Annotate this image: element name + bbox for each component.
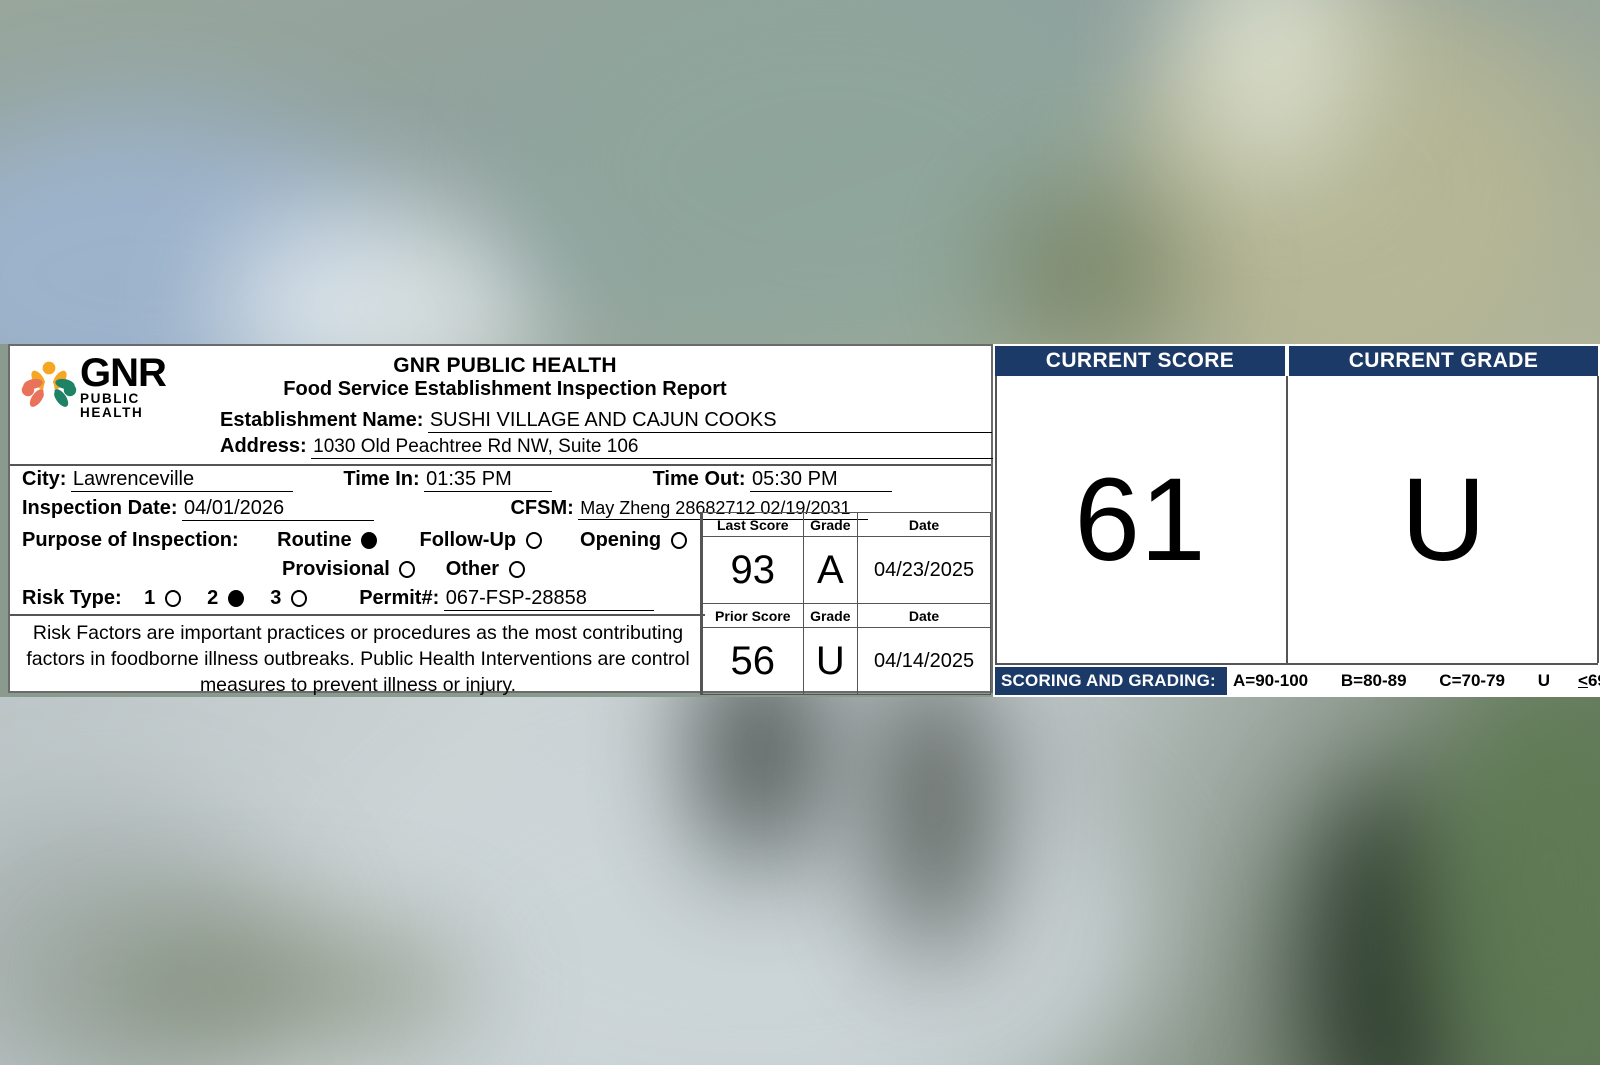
background-photo-bottom: [0, 697, 1600, 1065]
current-score-header: CURRENT SCORE: [995, 346, 1285, 376]
city-label: City:: [22, 468, 67, 490]
bg-blob-green-right: [1420, 697, 1600, 1065]
grading-scale-u-symbol: <: [1578, 671, 1588, 690]
risk-type-option-1-label: 1: [144, 587, 156, 609]
purpose-option-provisional-radio[interactable]: [399, 561, 416, 578]
cfsm-label: CFSM:: [510, 497, 574, 519]
last-date-header: Date: [857, 511, 991, 538]
purpose-option-follow-up-label: Follow-Up: [419, 529, 517, 551]
purpose-option-follow-up-radio[interactable]: [525, 532, 542, 549]
grading-scale-u-value: 69: [1587, 671, 1600, 690]
risk-type-option-2-radio[interactable]: [227, 590, 244, 607]
last-grade-value: A: [802, 536, 859, 604]
divider-address: [10, 464, 991, 466]
inspection-document: GNR PUBLIC HEALTH GNR PUBLIC HEALTH Food…: [0, 344, 1600, 697]
agency-title: GNR PUBLIC HEALTH: [393, 354, 617, 377]
purpose-option-routine-label: Routine: [277, 529, 352, 551]
grading-scale-list: A=90-100 B=80-89 C=70-79 U <69: [1233, 667, 1600, 695]
last-score-header: Last Score: [702, 511, 804, 538]
inspection-date-label: Inspection Date:: [22, 497, 178, 519]
table-row-header-prior: Prior Score Grade Date: [702, 602, 991, 629]
time-in-label: Time In:: [343, 468, 420, 490]
grading-scale-b: B=80-89: [1340, 671, 1407, 690]
purpose-option-other-label: Other: [445, 558, 500, 580]
risk-factors-note: Risk Factors are important practices or …: [26, 622, 690, 696]
gnr-logo-name: GNR: [80, 351, 167, 395]
last-date-value: 04/23/2025: [857, 536, 991, 604]
score-panel-border-left: [995, 376, 997, 663]
grading-scale-u-prefix: U: [1537, 671, 1550, 690]
risk-type-option-3-radio[interactable]: [290, 590, 307, 607]
purpose-option-provisional-label: Provisional: [282, 558, 390, 580]
bg-blob-olive-strip: [60, 927, 480, 1047]
risk-type-label: Risk Type:: [22, 587, 122, 609]
last-grade-header: Grade: [802, 511, 859, 538]
last-score-value: 93: [702, 536, 804, 604]
time-out-value[interactable]: 05:30 PM: [750, 468, 892, 492]
risk-type-option-2-label: 2: [207, 587, 219, 609]
report-title: Food Service Establishment Inspection Re…: [283, 377, 727, 400]
city-value[interactable]: Lawrenceville: [70, 468, 293, 492]
gnr-logo-tagline: PUBLIC HEALTH: [80, 391, 144, 420]
address-label: Address:: [220, 435, 307, 457]
bg-blob-dark-figure: [880, 697, 990, 957]
establishment-name-value[interactable]: SUSHI VILLAGE AND CAJUN COOKS: [427, 409, 992, 433]
establishment-name-label: Establishment Name:: [220, 409, 424, 431]
gnr-logo-text: GNR PUBLIC HEALTH: [80, 351, 202, 420]
prior-grade-value: U: [802, 627, 859, 695]
risk-type-option-3-label: 3: [270, 587, 282, 609]
prior-grade-header: Grade: [802, 602, 859, 629]
purpose-option-other-radio[interactable]: [508, 561, 525, 578]
score-history-table: Last Score Grade Date 93 A 04/23/2025 Pr…: [700, 511, 991, 695]
address-value[interactable]: 1030 Old Peachtree Rd NW, Suite 106: [311, 436, 1001, 459]
prior-score-header: Prior Score: [702, 602, 804, 629]
gnr-logo: GNR PUBLIC HEALTH: [20, 351, 202, 420]
prior-date-value: 04/14/2025: [857, 627, 991, 695]
time-out-label: Time Out:: [652, 468, 746, 490]
current-grade-value: U: [1289, 376, 1598, 663]
score-panel-border-middle: [1286, 376, 1288, 663]
inspection-date-value[interactable]: 04/01/2026: [182, 497, 375, 521]
divider-risk-note: [10, 614, 705, 616]
inspection-form-panel: GNR PUBLIC HEALTH GNR PUBLIC HEALTH Food…: [8, 344, 1001, 696]
prior-score-value: 56: [702, 627, 804, 695]
current-score-panel: CURRENT SCORE CURRENT GRADE 61 U SCORING…: [993, 344, 1600, 697]
purpose-option-opening-label: Opening: [580, 529, 662, 551]
purpose-label: Purpose of Inspection:: [22, 529, 239, 551]
grading-scale-c: C=70-79: [1439, 671, 1505, 690]
scoring-and-grading-label: SCORING AND GRADING:: [995, 667, 1227, 695]
gnr-pinwheel-icon: [20, 360, 78, 416]
purpose-option-routine-radio[interactable]: [361, 532, 378, 549]
table-row-last-score: 93 A 04/23/2025: [702, 536, 991, 604]
purpose-option-opening-radio[interactable]: [670, 532, 687, 549]
time-in-value[interactable]: 01:35 PM: [424, 468, 553, 492]
permit-value[interactable]: 067-FSP-28858: [443, 587, 654, 611]
score-panel-border-right: [1597, 376, 1599, 663]
background-photo-top: [0, 0, 1600, 344]
risk-type-option-1-radio[interactable]: [164, 590, 181, 607]
prior-date-header: Date: [857, 602, 991, 629]
score-panel-border-bottom: [995, 663, 1598, 665]
table-row-header-last: Last Score Grade Date: [702, 511, 991, 538]
current-grade-header: CURRENT GRADE: [1289, 346, 1598, 376]
bg-blob-dark-right: [990, 180, 1190, 344]
table-row-prior-score: 56 U 04/14/2025: [702, 627, 991, 695]
scoring-and-grading-bar: SCORING AND GRADING: A=90-100 B=80-89 C=…: [995, 667, 1600, 695]
permit-label: Permit#:: [359, 587, 440, 609]
grading-scale-u: U <69: [1538, 671, 1600, 690]
grading-scale-a: A=90-100: [1233, 671, 1309, 690]
current-score-value: 61: [995, 376, 1285, 663]
